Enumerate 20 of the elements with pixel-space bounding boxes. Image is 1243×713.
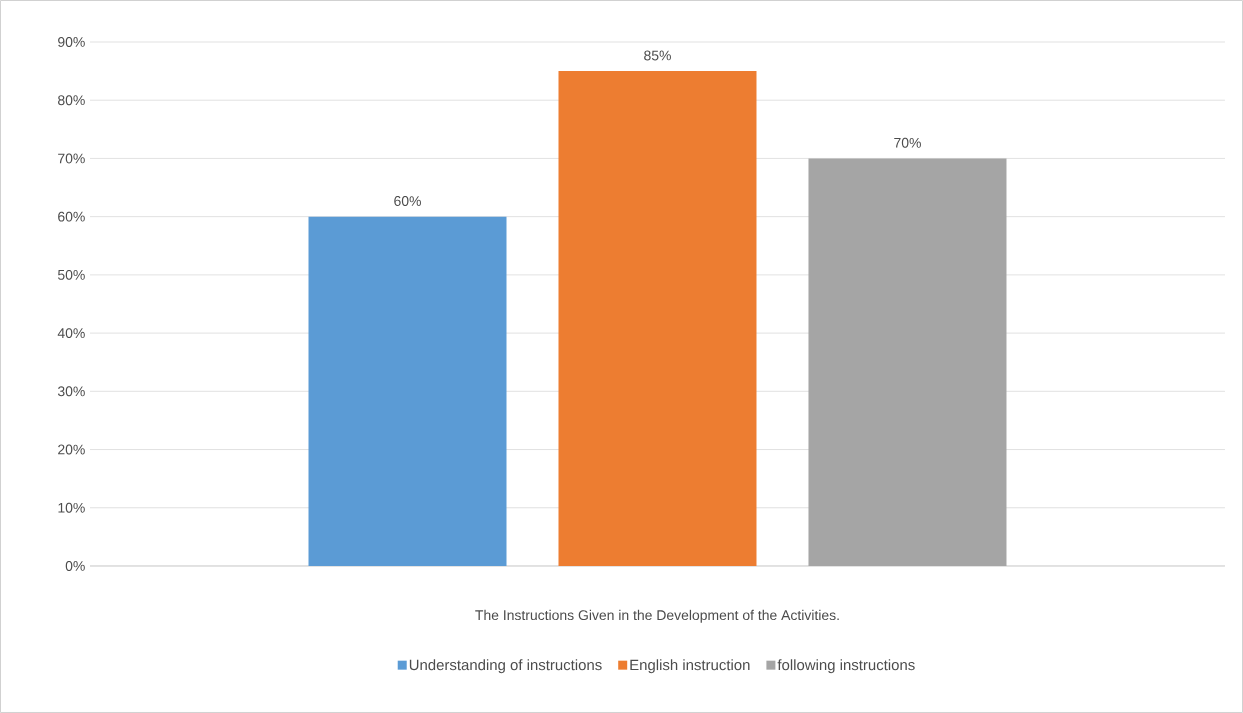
data-label: 70% <box>894 137 921 148</box>
y-tick-label: 30% <box>57 386 85 397</box>
bar <box>808 158 1007 566</box>
bar <box>558 71 757 566</box>
data-label: 60% <box>394 196 421 206</box>
y-tick-label: 10% <box>58 502 85 513</box>
y-tick-label: 70% <box>58 153 85 164</box>
y-tick-label: 20% <box>58 444 85 455</box>
x-axis-title: The Instructions Given in the Development of the Activities. <box>475 609 839 623</box>
data-label: 85% <box>644 50 671 61</box>
bar <box>308 216 507 566</box>
y-tick-label: 90% <box>58 37 85 47</box>
legend-label: following instructions <box>777 659 915 674</box>
y-tick-label: 0% <box>65 561 85 571</box>
legend-label: English instruction <box>630 659 750 674</box>
y-tick-label: 40% <box>57 328 85 339</box>
y-tick-label: 60% <box>58 211 85 222</box>
legend-label: Understanding of instructions <box>409 659 602 674</box>
y-tick-label: 80% <box>58 95 85 106</box>
y-tick-label: 50% <box>57 269 85 280</box>
